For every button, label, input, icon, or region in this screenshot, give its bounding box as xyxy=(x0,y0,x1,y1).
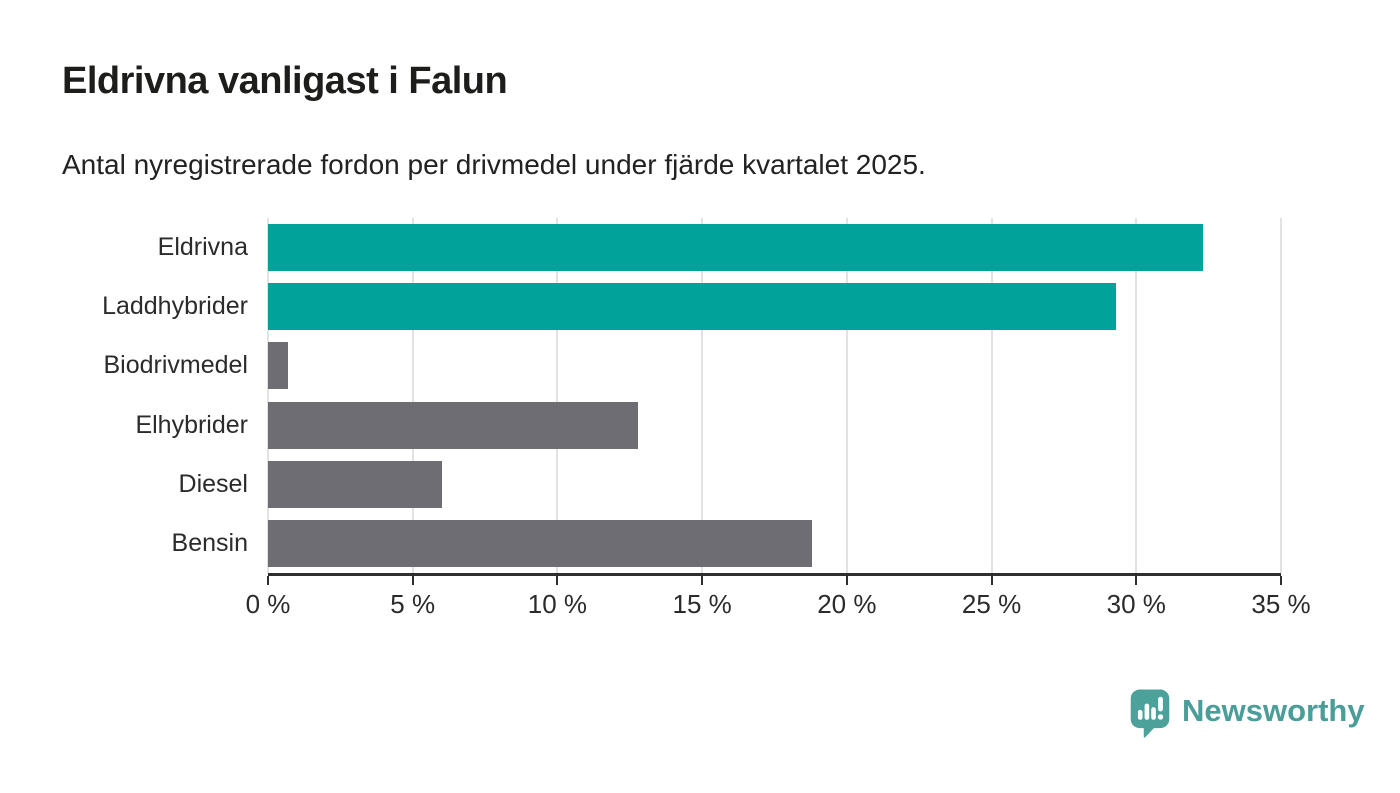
bar-row xyxy=(268,396,1281,455)
gridline xyxy=(990,218,993,573)
axis-tick-label: 0 % xyxy=(245,589,291,619)
bar-elhybrider xyxy=(268,401,639,449)
gridline xyxy=(1135,218,1138,573)
category-label: Bensin xyxy=(171,528,248,557)
newsworthy-logo-icon xyxy=(1130,689,1170,738)
bar-chart: Eldrivna Laddhybrider Biodrivmedel Elhybrid… xyxy=(62,218,1311,619)
bar-eldrivna xyxy=(268,224,1203,272)
logo-exclamation-dot xyxy=(1157,714,1164,720)
gridline xyxy=(411,218,414,573)
chart-subtitle: Antal nyregistrerade fordon per drivmede… xyxy=(62,149,926,180)
gridline xyxy=(1280,218,1282,573)
logo-bar-2 xyxy=(1144,703,1150,720)
axis-tick-label: 10 % xyxy=(527,589,588,619)
bar-laddhybrider xyxy=(268,283,1117,331)
gridline xyxy=(267,218,269,573)
brand-footer: Newsworthy xyxy=(1129,689,1365,739)
axis-tick xyxy=(1135,576,1138,585)
axis-tick xyxy=(701,576,704,585)
axis-tick-label: 25 % xyxy=(961,589,1022,619)
bar-row xyxy=(268,218,1281,277)
bar-bensin xyxy=(268,519,813,567)
axis-tick xyxy=(411,576,414,585)
plot-area: 0 % 5 % 10 % 15 % 20 % 25 % 30 % 35 % xyxy=(246,218,1311,619)
logo-exclamation-bar xyxy=(1158,696,1163,712)
bar-biodrivmedel xyxy=(268,342,289,390)
y-axis-labels: Eldrivna Laddhybrider Biodrivmedel Elhybrid… xyxy=(62,218,268,573)
gridline xyxy=(845,218,848,573)
gridline xyxy=(701,218,704,573)
gridline xyxy=(556,218,559,573)
axis-tick xyxy=(556,576,559,585)
category-label: Diesel xyxy=(178,469,248,498)
axis-tick xyxy=(1280,576,1282,585)
axis-tick xyxy=(990,576,993,585)
logo-bar-1 xyxy=(1137,709,1143,720)
axis-tick-label: 15 % xyxy=(672,589,732,619)
logo-bar-3 xyxy=(1151,707,1156,720)
bar-row xyxy=(268,336,1281,395)
axis-tick-label: 5 % xyxy=(390,589,436,619)
category-label: Biodrivmedel xyxy=(103,351,248,380)
axis-tick xyxy=(845,576,848,585)
category-label: Elhybrider xyxy=(135,410,248,439)
axis-tick-label: 35 % xyxy=(1251,589,1311,619)
axis-tick-label: 30 % xyxy=(1106,589,1166,619)
bar-diesel xyxy=(268,460,442,508)
bar-row xyxy=(268,277,1281,336)
bars-layer xyxy=(268,218,1281,573)
category-label: Eldrivna xyxy=(157,233,248,262)
bar-row xyxy=(268,455,1281,514)
axis-tick-label: 20 % xyxy=(817,589,877,619)
brand-name: Newsworthy xyxy=(1182,693,1365,728)
chart-title: Eldrivna vanligast i Falun xyxy=(62,60,508,102)
axis-tick xyxy=(267,576,269,585)
bar-row xyxy=(268,514,1281,573)
category-label: Laddhybrider xyxy=(102,292,248,321)
